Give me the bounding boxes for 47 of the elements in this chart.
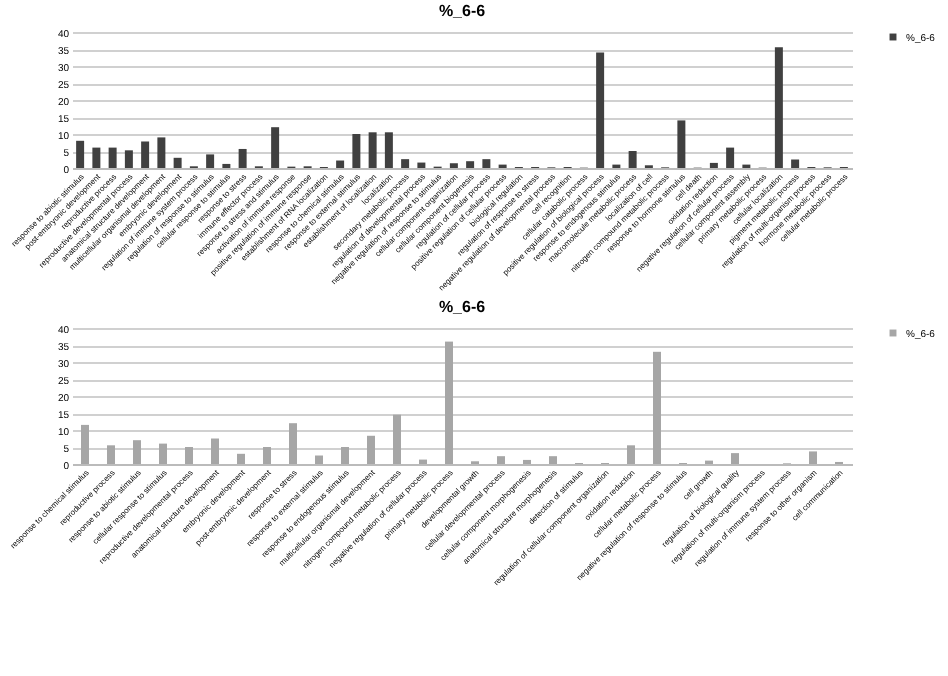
bar bbox=[384, 132, 393, 168]
bar bbox=[237, 453, 245, 464]
bar bbox=[81, 424, 89, 464]
bar bbox=[809, 451, 817, 464]
bar bbox=[368, 132, 377, 168]
bar bbox=[791, 159, 800, 168]
bar bbox=[497, 456, 505, 464]
bar bbox=[92, 147, 101, 168]
bar bbox=[315, 455, 323, 464]
bar bbox=[289, 423, 297, 464]
bar bbox=[653, 351, 661, 464]
bar bbox=[107, 445, 115, 464]
bar bbox=[341, 447, 349, 464]
bar bbox=[466, 161, 475, 168]
bar bbox=[417, 162, 426, 168]
bar bbox=[482, 159, 491, 168]
bar bbox=[549, 456, 557, 464]
bar bbox=[445, 341, 453, 464]
bar bbox=[206, 154, 215, 168]
bar bbox=[211, 438, 219, 464]
bar bbox=[271, 127, 280, 168]
bar bbox=[401, 159, 410, 168]
bar bbox=[133, 440, 141, 464]
bar bbox=[76, 140, 85, 168]
bar bbox=[124, 150, 133, 168]
bar bbox=[628, 151, 637, 168]
bar bbox=[393, 414, 401, 464]
bar bbox=[108, 147, 117, 168]
bar bbox=[159, 443, 167, 464]
bar bbox=[731, 453, 739, 464]
bar bbox=[709, 162, 718, 168]
bar bbox=[185, 447, 193, 464]
bar bbox=[677, 120, 686, 168]
bar bbox=[157, 137, 166, 168]
bar bbox=[726, 147, 735, 168]
bar bbox=[367, 435, 375, 464]
bar bbox=[238, 148, 247, 168]
chart-title: %_6-6 bbox=[438, 298, 487, 316]
bar bbox=[627, 445, 635, 464]
bar bbox=[596, 52, 605, 168]
bar bbox=[336, 160, 345, 168]
bar bbox=[352, 134, 361, 168]
bar bbox=[774, 47, 783, 168]
chart-title: %_6-6 bbox=[438, 2, 487, 20]
bar bbox=[263, 447, 271, 464]
bar bbox=[173, 157, 182, 168]
bar bbox=[141, 141, 150, 168]
